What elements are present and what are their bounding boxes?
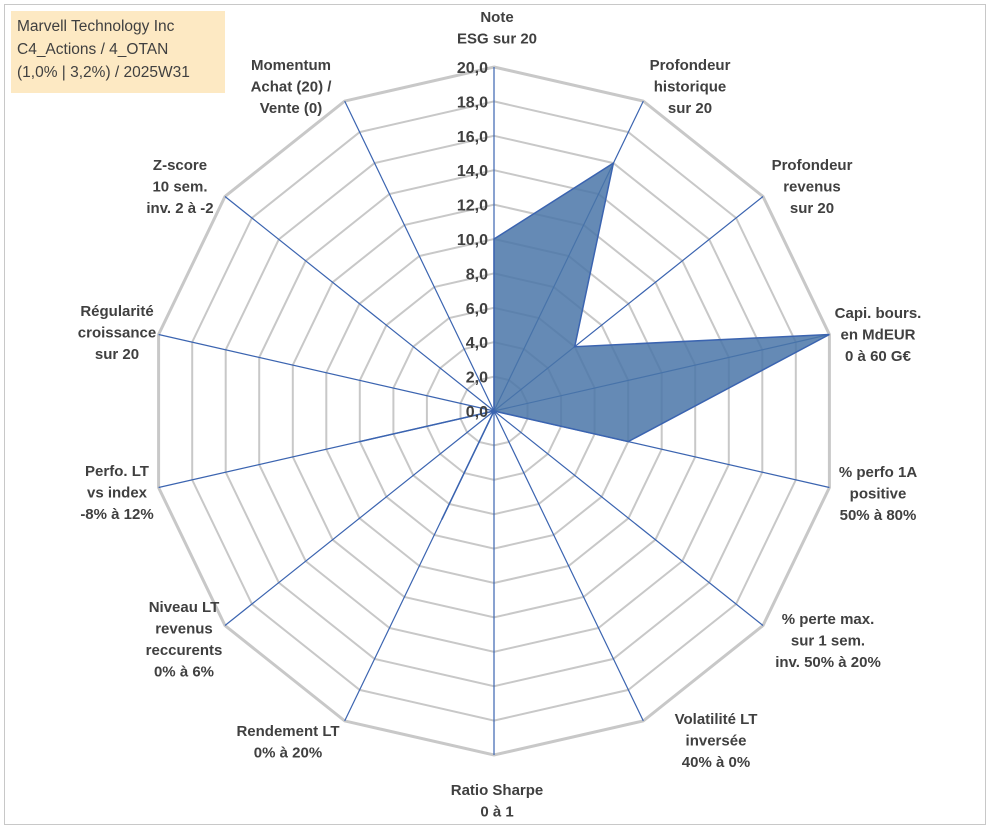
title-stats: (1,0% | 3,2%) / 2025W31	[17, 64, 190, 81]
axis-label-7: Ratio Sharpe 0 à 1	[451, 782, 544, 821]
axis-label-1: Profondeur historique sur 20	[650, 57, 731, 117]
axis-label-2: Profondeur revenus sur 20	[772, 157, 853, 217]
label-layer: Note ESG sur 20 Profondeur historique sur 20…	[78, 9, 922, 821]
chart-frame	[4, 4, 986, 825]
axis-label-11: Régularité croissance sur 20	[78, 303, 156, 363]
chart-title-box: Marvell Technology Inc C4_Actions / 4_OT…	[11, 11, 225, 93]
axis-label-10: Perfo. LT vs index -8% à 12%	[80, 463, 153, 523]
axis-label-3: Capi. bours. en MdEUR 0 à 60 G€	[835, 305, 922, 365]
axis-label-9: Niveau LT revenus reccurents 0% à 6%	[146, 599, 223, 681]
tick-label-6: 12,0	[457, 198, 488, 215]
spoke-11	[158, 333, 495, 412]
tick-label-4: 8,0	[466, 266, 488, 283]
spoke-9	[224, 410, 495, 626]
axis-label-5: % perte max. sur 1 sem. inv. 50% à 20%	[775, 611, 881, 671]
spoke-6	[493, 410, 644, 722]
title-category: C4_Actions / 4_OTAN	[17, 41, 169, 58]
tick-label-0: 0,0	[466, 404, 488, 421]
tick-label-1: 2,0	[466, 370, 488, 387]
axis-label-13: Momentum Achat (20) / Vente (0)	[251, 57, 333, 117]
axis-label-6: Volatilité LT inversée 40% à 0%	[675, 711, 758, 771]
spoke-12	[224, 196, 495, 412]
tick-layer: 0,0 2,0 4,0 6,0 8,0 10,0 12,0 14,0 16,0 18,0 20,0	[457, 60, 488, 421]
tick-label-7: 14,0	[457, 163, 488, 180]
axis-label-0: Note ESG sur 20	[457, 9, 537, 48]
spoke-13	[344, 100, 495, 412]
tick-label-2: 4,0	[466, 335, 488, 352]
axis-label-4: % perfo 1A positive 50% à 80%	[839, 464, 918, 524]
tick-label-3: 6,0	[466, 301, 488, 318]
series-layer	[359, 161, 830, 520]
tick-label-8: 16,0	[457, 129, 488, 146]
spoke-5	[493, 410, 764, 626]
tick-label-10: 20,0	[457, 60, 488, 77]
tick-label-9: 18,0	[457, 94, 488, 111]
series-area	[359, 161, 830, 520]
axis-label-8: Rendement LT 0% à 20%	[236, 723, 339, 762]
tick-label-5: 10,0	[457, 232, 488, 249]
title-company: Marvell Technology Inc	[17, 18, 175, 35]
axis-label-12: Z-score 10 sem. inv. 2 à -2	[146, 157, 213, 217]
